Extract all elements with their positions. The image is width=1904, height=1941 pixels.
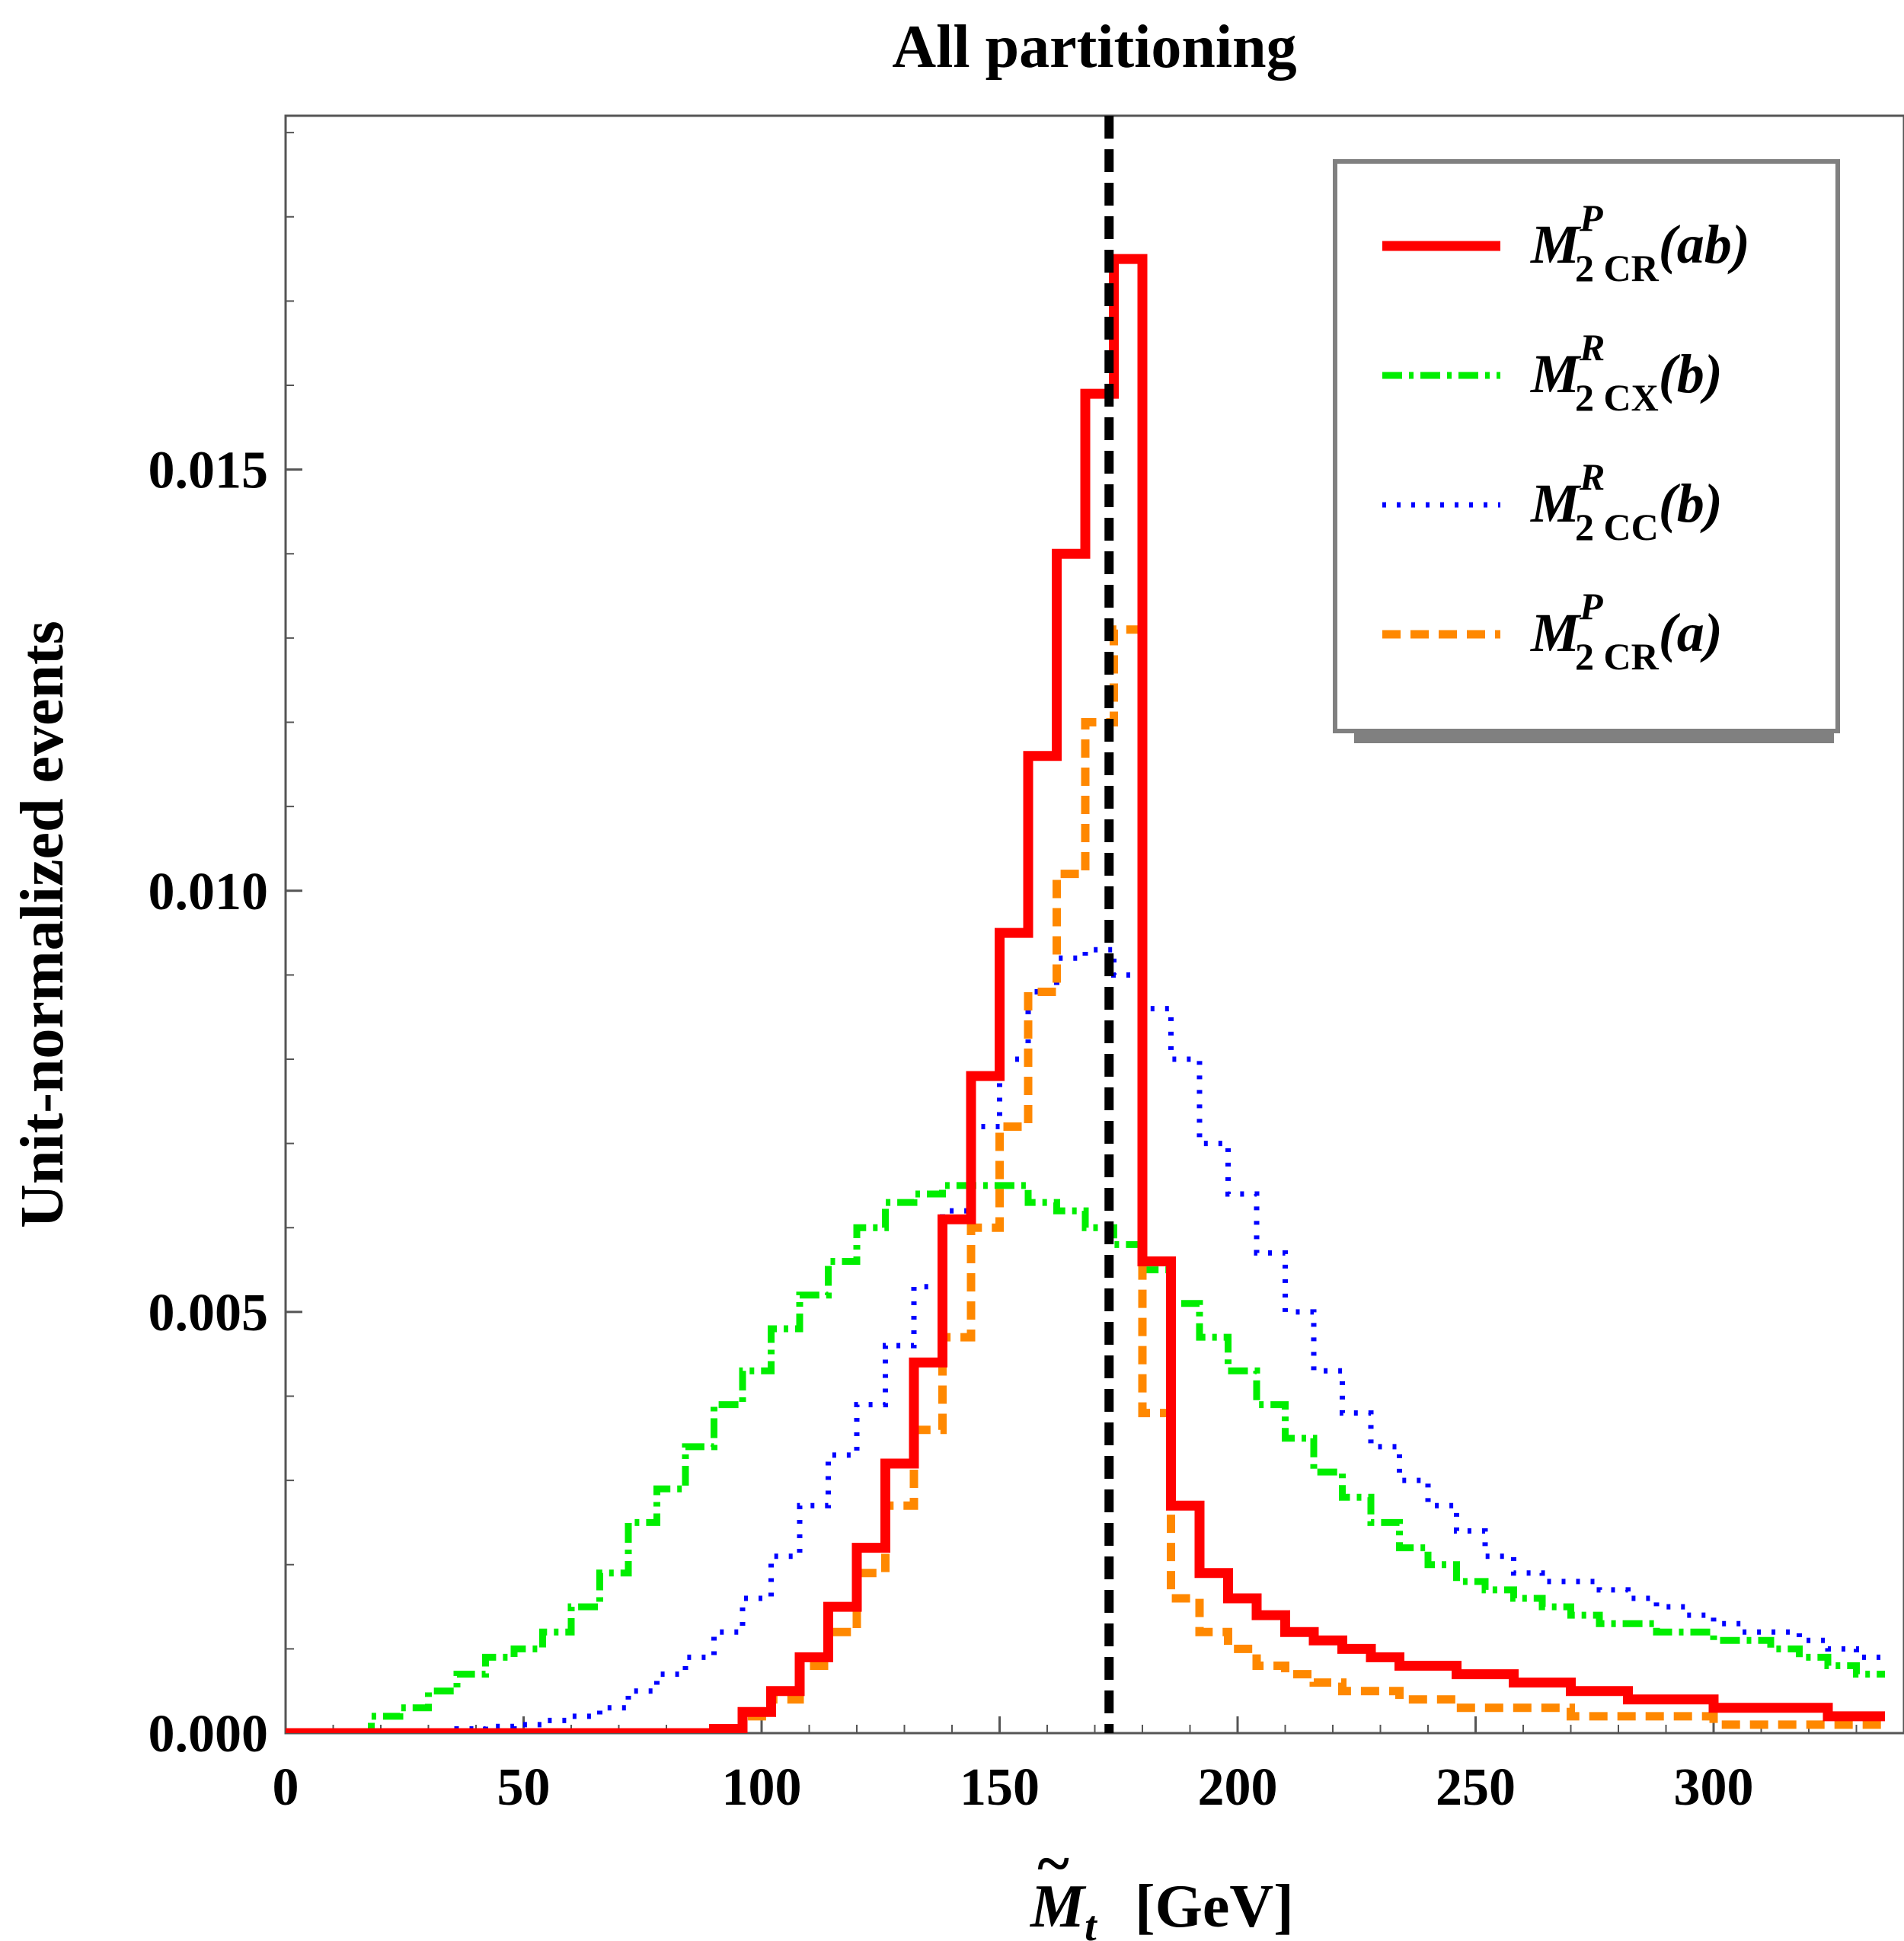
- chart-title: All partitioning: [892, 14, 1296, 81]
- y-tick-label: 0.000: [149, 1705, 269, 1764]
- legend-arg: (a): [1659, 602, 1723, 663]
- legend-sub: 2 CX: [1575, 376, 1659, 419]
- legend-sup: R: [1579, 455, 1605, 498]
- legend-sup: P: [1579, 196, 1603, 239]
- legend-base: M: [1530, 343, 1582, 404]
- y-tick-label: 0.015: [149, 442, 269, 500]
- x-tick-label: 150: [960, 1758, 1040, 1817]
- legend: MP 2 CR(ab)MR 2 CX(b)MR 2 CC(b)MP 2 CR(a): [1333, 159, 1840, 743]
- legend-sub: 2 CC: [1575, 506, 1659, 548]
- axis-ticks: 0 50 100 150 200 250 300 0.000 0.005 0.010 0.015: [149, 132, 1904, 1817]
- legend-sup: P: [1579, 585, 1603, 627]
- series-line-3: [286, 625, 1885, 1733]
- x-axis-tilde: ~: [1037, 1831, 1069, 1898]
- x-tick-label: 200: [1198, 1758, 1278, 1817]
- legend-sub: 2 CR: [1575, 247, 1660, 289]
- x-tick-label: 100: [722, 1758, 802, 1817]
- series-line-2: [286, 947, 1885, 1733]
- x-tick-label: 50: [497, 1758, 551, 1817]
- legend-base: M: [1530, 473, 1582, 534]
- legend-label-2: MR 2 CC(b): [1530, 455, 1723, 548]
- x-tick-label: 250: [1436, 1758, 1516, 1817]
- x-tick-label: 300: [1674, 1758, 1754, 1817]
- legend-arg: (ab): [1659, 214, 1750, 275]
- x-axis-symbol: M: [1029, 1873, 1087, 1940]
- legend-items: MP 2 CR(ab)MR 2 CX(b)MR 2 CC(b)MP 2 CR(a): [1382, 196, 1750, 678]
- svg-text:Mt: Mt: [1029, 1873, 1097, 1941]
- legend-arg: (b): [1659, 473, 1723, 534]
- series-line-1: [286, 1182, 1885, 1733]
- legend-sup: R: [1579, 326, 1605, 369]
- x-axis-unit: [GeV]: [1135, 1873, 1294, 1940]
- series-line-0: [286, 254, 1885, 1733]
- legend-base: M: [1530, 602, 1582, 663]
- y-tick-label: 0.010: [149, 863, 269, 921]
- legend-arg: (b): [1659, 343, 1723, 404]
- legend-label-1: MR 2 CX(b): [1530, 326, 1723, 419]
- legend-sub: 2 CR: [1575, 635, 1660, 678]
- legend-label-3: MP 2 CR(a): [1530, 585, 1723, 678]
- legend-base: M: [1530, 214, 1582, 275]
- x-tick-label: 0: [273, 1758, 299, 1817]
- y-tick-label: 0.005: [149, 1284, 269, 1342]
- y-axis-label: Unit-normalized events: [9, 621, 76, 1228]
- legend-label-0: MP 2 CR(ab): [1530, 196, 1750, 289]
- x-axis-subscript: t: [1085, 1903, 1097, 1941]
- series-group: [286, 254, 1885, 1733]
- x-axis-label: Mt ~ [GeV]: [1029, 1831, 1294, 1941]
